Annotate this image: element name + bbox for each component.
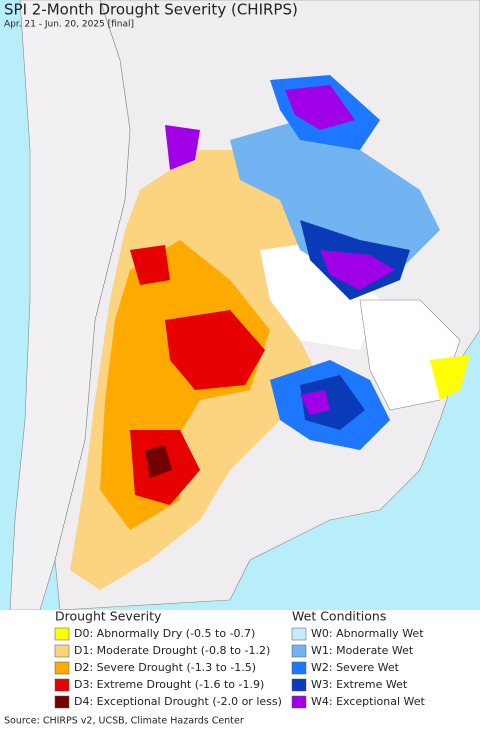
drought-d0 [430,355,470,400]
legend-label: W1: Moderate Wet [311,644,414,657]
legend-label: D0: Abnormally Dry (-0.5 to -0.7) [74,627,255,640]
legend-heading: Drought Severity [55,609,162,624]
legend-swatch [54,678,70,692]
wet-w4 [165,125,200,170]
legend-label: W4: Exceptional Wet [311,695,426,708]
legend-swatch [54,644,70,658]
legend-label: W2: Severe Wet [311,661,400,674]
legend-label: W3: Extreme Wet [311,678,408,691]
subtitle: Apr. 21 - Jun. 20, 2025 [final] [4,20,134,30]
wet-w4 [285,85,355,130]
source: Source: CHIRPS v2, UCSB, Climate Hazards… [4,716,244,727]
legend-swatch [291,678,307,692]
legend: Drought Severity Wet Conditions D0: Abno… [54,609,426,709]
wet-w1 [230,120,440,280]
drought-d4 [145,445,172,478]
legend-swatch [291,661,307,675]
legend-swatch [54,661,70,675]
legend-heading: Wet Conditions [292,609,386,624]
legend-label: W0: Abnormally Wet [311,627,424,640]
legend-label: D4: Exceptional Drought (-2.0 or less) [74,695,282,708]
legend-label: D2: Severe Drought (-1.3 to -1.5) [74,661,256,674]
drought-d3 [130,245,170,285]
legend-swatch [54,627,70,641]
legend-label: D3: Extreme Drought (-1.6 to -1.9) [74,678,264,691]
title: SPI 2-Month Drought Severity (CHIRPS) [4,1,298,19]
legend-swatch [291,644,307,658]
legend-swatch [291,627,307,641]
legend-label: D1: Moderate Drought (-0.8 to -1.2) [74,644,270,657]
chile [9,0,131,610]
wet-w4 [300,390,330,415]
drought-d3 [165,310,265,390]
wet-w3 [300,375,365,430]
legend-swatch [54,695,70,709]
legend-swatch [291,695,307,709]
wet-w4 [320,250,395,290]
map [0,0,480,610]
